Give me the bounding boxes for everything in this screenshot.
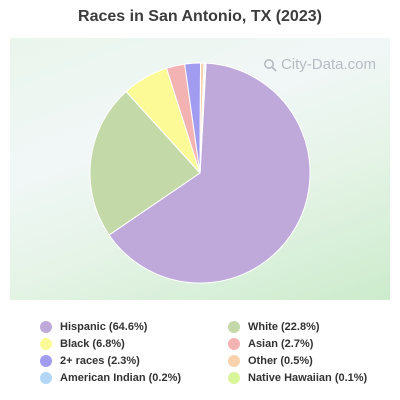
legend-swatch [40, 355, 52, 367]
pie-slice-native-hawaiian [199, 62, 207, 174]
legend-label: Black (6.8%) [60, 338, 125, 350]
legend-item-native-hawaiian: Native Hawaiian (0.1%) [228, 371, 398, 385]
legend-swatch [40, 372, 52, 384]
legend-item-asian: Asian (2.7%) [228, 337, 398, 351]
legend: Hispanic (64.6%) White (22.8%) Black (6.8%… [40, 320, 390, 385]
legend-label: White (22.8%) [248, 321, 320, 333]
plot-area: City-Data.com [10, 38, 390, 300]
chart-title: Races in San Antonio, TX (2023) [78, 8, 322, 25]
magnifier-icon [263, 58, 277, 72]
pie-slice-white [89, 90, 201, 236]
legend-swatch [228, 338, 240, 350]
legend-label: Hispanic (64.6%) [60, 321, 148, 333]
legend-swatch [40, 321, 52, 333]
legend-item-hispanic: Hispanic (64.6%) [40, 320, 210, 334]
legend-label: Native Hawaiian (0.1%) [248, 372, 368, 384]
legend-item-2-races: 2+ races (2.3%) [40, 354, 210, 368]
legend-swatch [228, 321, 240, 333]
pie-chart [89, 62, 311, 284]
watermark-text: City-Data.com [280, 56, 376, 73]
legend-swatch [228, 355, 240, 367]
legend-label: 2+ races (2.3%) [60, 355, 140, 367]
legend-item-other: Other (0.5%) [228, 354, 398, 368]
legend-swatch [40, 338, 52, 350]
legend-item-white: White (22.8%) [228, 320, 398, 334]
legend-item-black: Black (6.8%) [40, 337, 210, 351]
legend-label: Asian (2.7%) [248, 338, 314, 350]
legend-label: Other (0.5%) [248, 355, 313, 367]
pie-slice-hispanic [108, 62, 311, 284]
watermark: City-Data.com [263, 56, 376, 73]
legend-label: American Indian (0.2%) [60, 372, 182, 384]
legend-swatch [228, 372, 240, 384]
legend-item-american-indian: American Indian (0.2%) [40, 371, 210, 385]
